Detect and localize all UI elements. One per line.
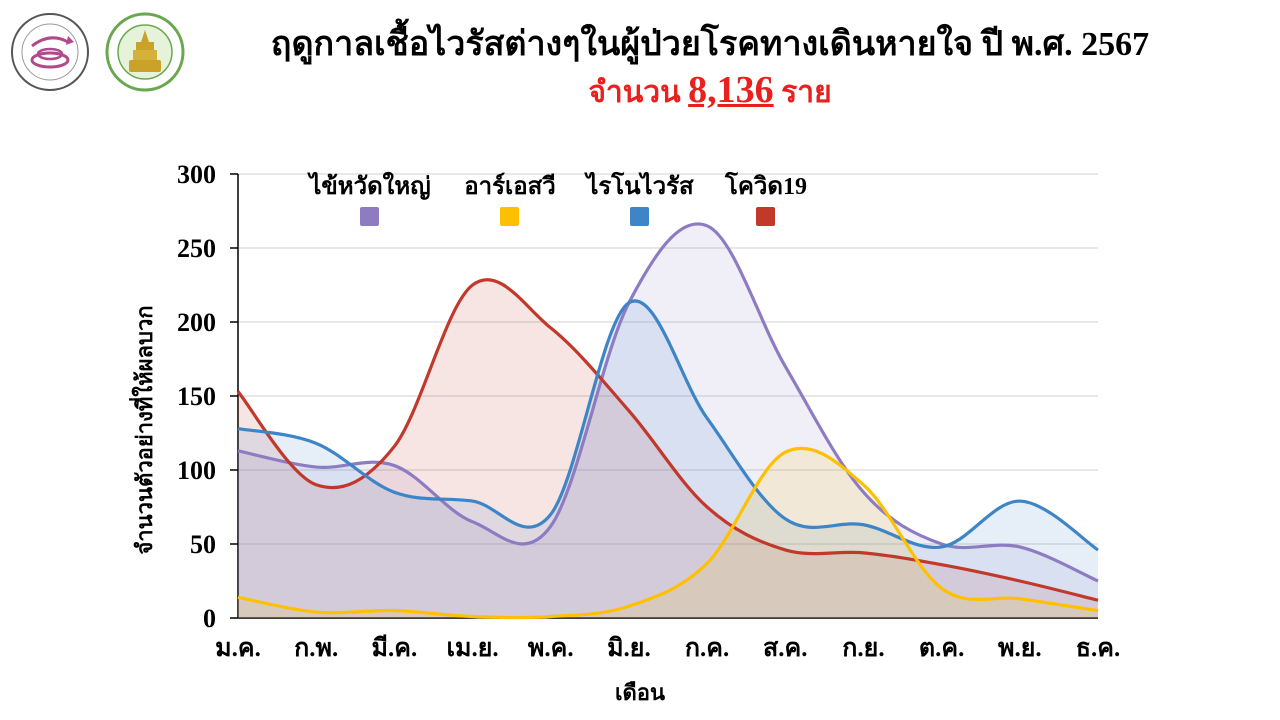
series-line-0	[237, 222, 1099, 583]
legend-label: โควิด19	[724, 171, 807, 200]
page-title: ฤดูกาลเชื้อไวรัสต่างๆในผู้ป่วยโรคทางเดิน…	[270, 26, 1150, 63]
y-tick-label: 250	[177, 234, 216, 263]
x-tick-label: ก.ค.	[685, 635, 729, 662]
y-tick-label: 50	[190, 530, 216, 559]
series-area-3	[238, 279, 1098, 618]
page-subtitle: จำนวน 8,136 ราย	[250, 68, 1170, 116]
y-tick-label: 300	[177, 160, 216, 189]
legend-label: อาร์เอสวี	[464, 172, 556, 200]
x-tick-label: ส.ค.	[763, 635, 807, 662]
x-axis-label: เดือน	[615, 680, 665, 705]
x-tick-label: เม.ย.	[446, 635, 498, 662]
x-tick-label: ธ.ค.	[1076, 635, 1120, 662]
legend-label: ไข้หวัดใหญ่	[306, 171, 430, 200]
y-axis-label: จำนวนตัวอย่างที่ให้ผลบวก	[128, 305, 157, 554]
x-tick-label: มี.ค.	[372, 634, 418, 662]
x-tick-label: พ.ย.	[998, 635, 1042, 662]
y-tick-label: 0	[203, 604, 216, 633]
series-area-1	[238, 448, 1098, 618]
legend-swatch	[630, 207, 649, 226]
subtitle-prefix: จำนวน	[588, 76, 681, 109]
virology-center-logo-icon	[11, 13, 89, 91]
legend-swatch	[360, 207, 379, 226]
series-line-1	[237, 446, 1099, 620]
x-tick-label: มิ.ย.	[607, 635, 651, 662]
total-count: 8,136	[688, 69, 774, 111]
chulalongkorn-medicine-logo	[105, 12, 185, 92]
x-tick-label: พ.ค.	[528, 635, 574, 662]
x-tick-label: ต.ค.	[919, 635, 964, 662]
x-tick-label: ก.พ.	[294, 635, 338, 662]
chulalongkorn-medicine-logo-icon	[105, 12, 185, 92]
subtitle-suffix: ราย	[781, 76, 832, 109]
y-tick-label: 100	[177, 456, 216, 485]
legend-swatch	[500, 207, 519, 226]
x-tick-label: ก.ย.	[842, 635, 884, 662]
y-tick-label: 200	[177, 308, 216, 337]
y-tick-label: 150	[177, 382, 216, 411]
legend-label: ไรโนไวรัส	[583, 171, 694, 200]
virology-center-logo	[10, 12, 90, 92]
series-line-2	[237, 299, 1099, 552]
series-area-0	[238, 223, 1098, 618]
legend-swatch	[756, 207, 775, 226]
x-tick-label: ม.ค.	[215, 635, 261, 662]
series-line-3	[236, 278, 1099, 602]
